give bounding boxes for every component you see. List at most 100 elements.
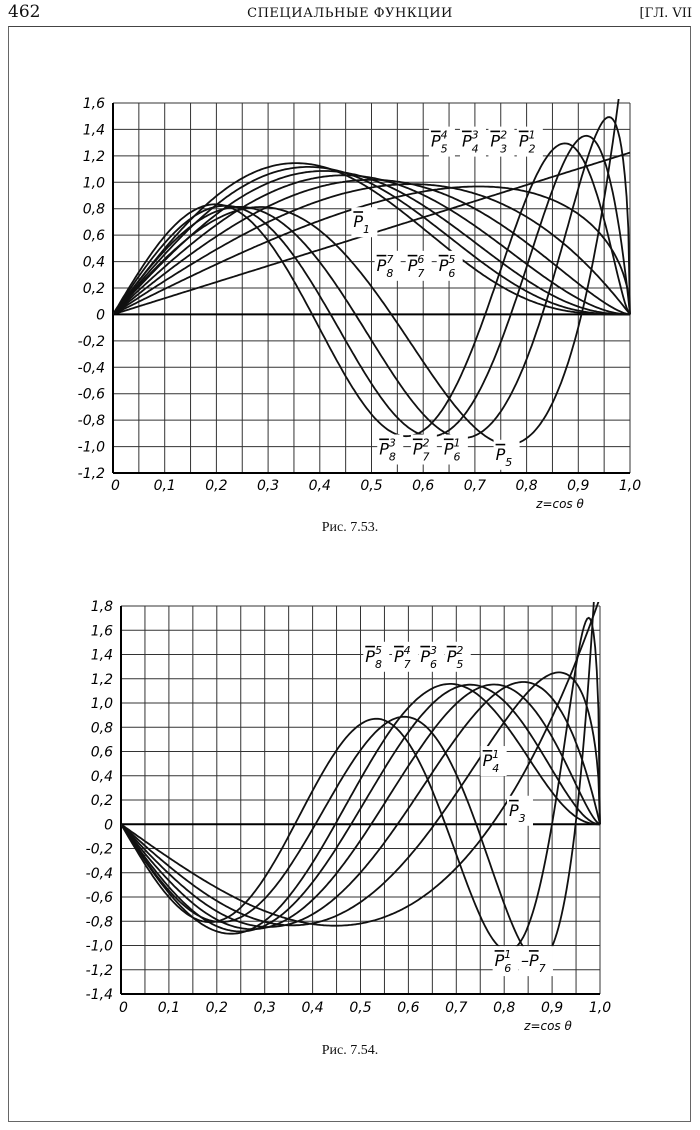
curve-label: P5 6	[439, 253, 456, 280]
x-tick-label: 0,8	[515, 478, 537, 494]
x-tick-label: 0,9	[541, 1000, 563, 1016]
curve-label-symbol: P	[447, 647, 457, 666]
x-tick-label: 0	[119, 1000, 128, 1016]
figure-7-53-caption: Рис. 7.53.	[321, 520, 379, 535]
page-frame	[8, 26, 691, 1122]
curve-label-sub: 5	[441, 143, 448, 156]
y-tick-label: 1,2	[83, 149, 105, 165]
y-tick-label: -0,4	[78, 360, 105, 376]
y-tick-label: -0,6	[78, 387, 105, 403]
curve-label: P2 5	[447, 644, 464, 671]
y-tick-label: 1,2	[91, 672, 113, 688]
curve-label-sup: 6	[417, 253, 424, 266]
curve-label: P3 8	[379, 437, 396, 464]
curve-label-symbol: P	[519, 132, 529, 151]
curve-label-sup: 1	[454, 437, 461, 450]
curve-label-sub: 6	[430, 658, 437, 671]
curve-label-sub: 5	[505, 456, 512, 469]
curve-label-sub: 8	[375, 658, 382, 671]
curve-label-bg	[493, 439, 520, 470]
y-tick-label: 0	[104, 817, 113, 833]
curve-label-symbol: P	[444, 440, 454, 459]
x-tick-label: 0,5	[360, 478, 382, 494]
curve-label-sup: 3	[389, 437, 396, 450]
curve-label-symbol: P	[496, 445, 506, 464]
y-tick-label: -1,4	[86, 987, 113, 1003]
curve-label-sup: 2	[456, 644, 463, 657]
curve-label-bg	[377, 434, 404, 465]
curve-label: P1	[353, 212, 370, 236]
curve-label-sub: 8	[389, 451, 396, 464]
x-tick-label: 0,3	[254, 1000, 276, 1016]
curve-label-bg	[363, 641, 390, 672]
curve-label: P5	[496, 445, 513, 469]
curve-label: –P7	[521, 951, 546, 975]
curve-label: P4 7	[394, 644, 411, 671]
y-tick-label: -0,2	[78, 334, 105, 350]
curve-label-bg	[488, 126, 515, 157]
curve-P6-5	[113, 170, 630, 316]
curve-label-bg	[480, 746, 507, 777]
curve-P5-4	[113, 174, 630, 316]
curve-label-bg	[410, 434, 437, 465]
curve-label-bg	[392, 641, 419, 672]
curve-P8-3	[113, 142, 631, 438]
y-tick-label: 0,2	[91, 793, 113, 809]
curve-P2-1	[113, 185, 631, 316]
x-tick-label: 0,8	[493, 1000, 515, 1016]
curve-label-bg	[441, 434, 468, 465]
curve-label-symbol: P	[462, 132, 472, 151]
curve-label-bg	[518, 946, 553, 977]
curve-label-sub: 2	[529, 143, 536, 156]
x-tick-label: 1,0	[619, 478, 641, 494]
running-title: СПЕЦИАЛЬНЫЕ ФУНКЦИИ	[247, 6, 453, 21]
curve-label-symbol: P	[413, 440, 423, 459]
curve-label-sup: 3	[430, 644, 437, 657]
curve-label-symbol: P	[431, 132, 441, 151]
curve-label-sub: 3	[519, 812, 526, 825]
curve-label-symbol: P	[529, 951, 539, 970]
x-tick-label: 0,7	[464, 478, 486, 494]
curve-label: P3	[509, 801, 526, 825]
curve-label-symbol: P	[483, 751, 493, 770]
curve-P8-7	[113, 162, 630, 316]
x-axis-label: z=cos θ	[535, 497, 584, 511]
x-tick-label: 0,9	[567, 478, 589, 494]
x-tick-label: 0,4	[301, 1000, 323, 1016]
figure-7-54-caption: Рис. 7.54.	[321, 1043, 379, 1058]
y-tick-label: 1,8	[91, 599, 113, 615]
curve-label-bg	[428, 126, 455, 157]
x-tick-label: 0,2	[205, 478, 227, 494]
curve-label-sub: 3	[500, 143, 507, 156]
curve-label-symbol: P	[509, 801, 519, 820]
curve-P8-1	[121, 616, 601, 952]
curve-P5-2	[121, 681, 601, 928]
curve-label-bg	[436, 250, 463, 281]
curve-label: P1 6	[444, 437, 461, 464]
curve-label: P6 7	[408, 253, 425, 280]
x-tick-label: 0,6	[412, 478, 434, 494]
curve-label-bg	[405, 250, 432, 281]
x-tick-label: 0,5	[349, 1000, 371, 1016]
y-tick-label: 0	[96, 307, 105, 323]
x-tick-label: 0,1	[158, 1000, 180, 1016]
curve-P3-0	[121, 602, 600, 927]
curve-label-sub: 6	[454, 451, 461, 464]
curve-label-bg	[374, 250, 401, 281]
curves	[113, 99, 631, 446]
y-tick-label: 1,6	[83, 96, 105, 112]
curve-P8-5	[121, 683, 601, 935]
y-tick-label: -0,6	[86, 890, 113, 906]
curve-label-sup: 5	[375, 644, 382, 657]
curve-label: P2 3	[490, 129, 507, 156]
x-tick-label: 0,3	[257, 478, 279, 494]
curve-label: P2 7	[413, 437, 430, 464]
curve-label-bg	[418, 641, 445, 672]
curve-label-symbol: P	[365, 647, 375, 666]
curve-label-symbol: P	[377, 256, 387, 275]
curve-label-sub: 4	[492, 762, 499, 775]
curve-label-symbol: P	[394, 647, 404, 666]
curve-label-sup: 1	[529, 129, 536, 142]
y-tick-label: 0,4	[91, 769, 113, 785]
curve-P7-2	[113, 134, 631, 438]
